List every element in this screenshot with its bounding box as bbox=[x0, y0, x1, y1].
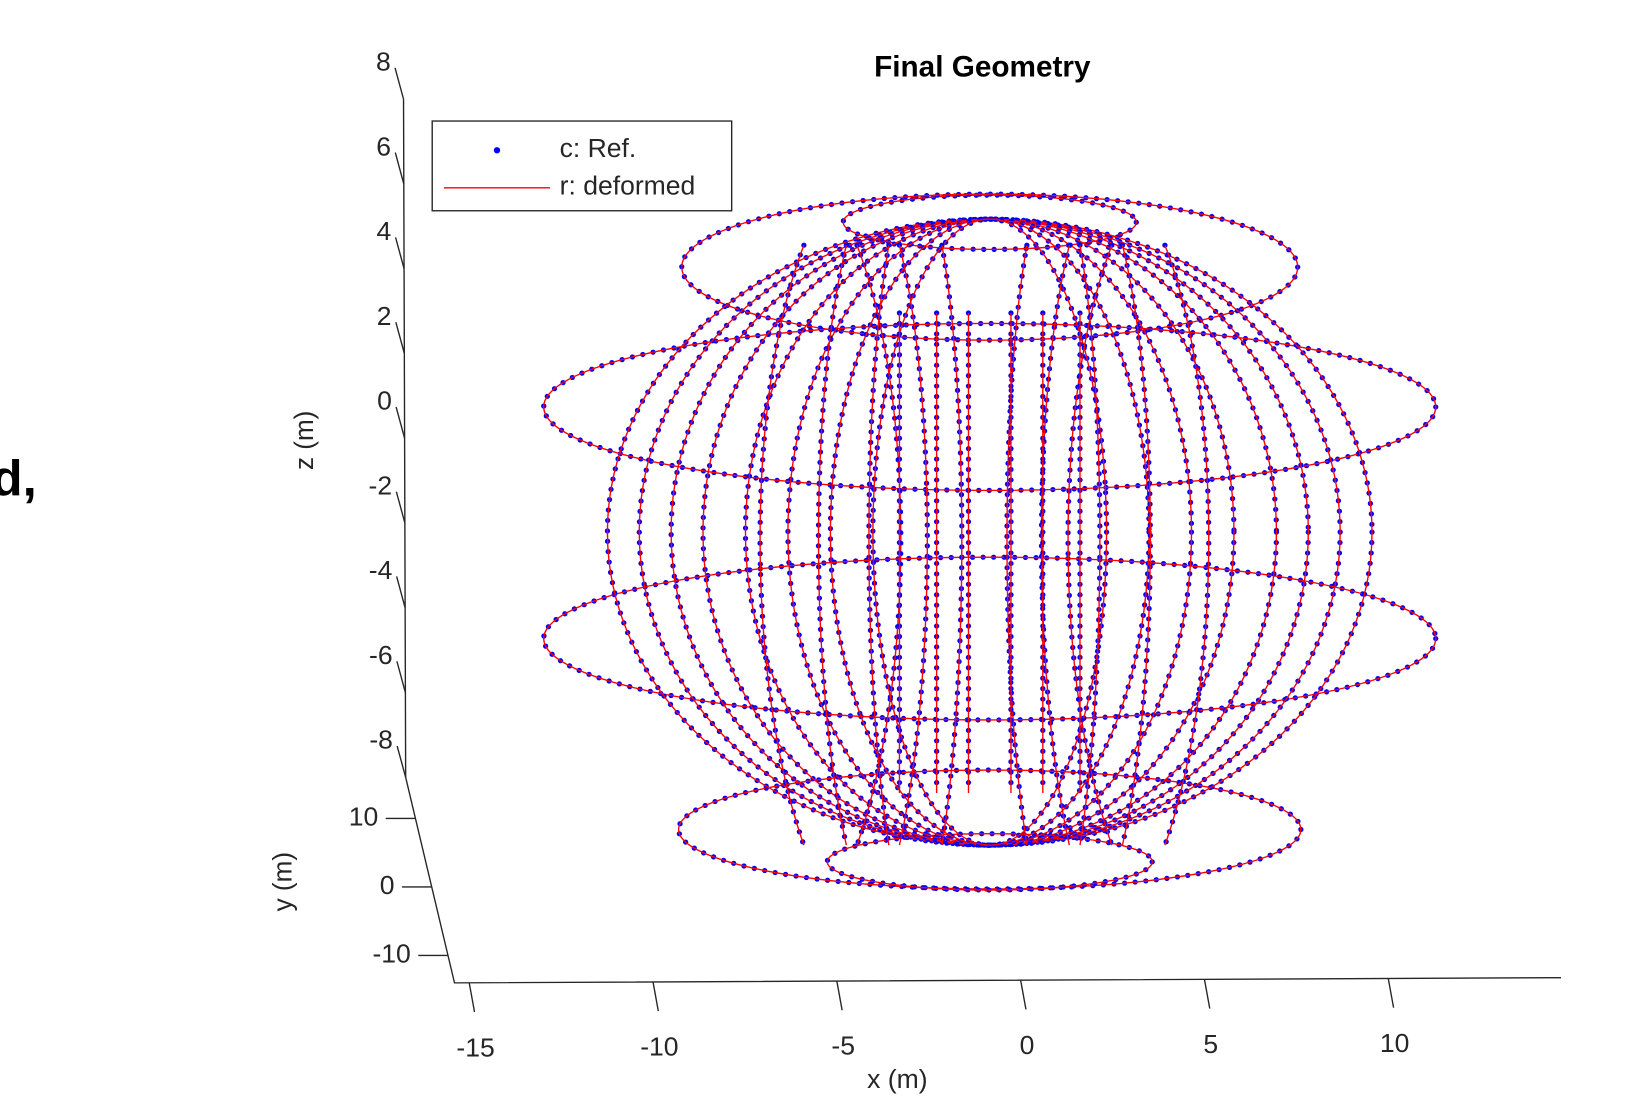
z-tick bbox=[397, 746, 405, 777]
x-tick-label: -5 bbox=[831, 1031, 855, 1061]
z-tick bbox=[395, 68, 403, 99]
coil-ref bbox=[607, 219, 1372, 845]
coil-deformed bbox=[873, 219, 1107, 845]
coil-ref bbox=[788, 219, 1192, 845]
z-tick bbox=[396, 322, 404, 353]
legend-swatch bbox=[494, 147, 500, 153]
x-tick bbox=[1388, 978, 1393, 1007]
z-tick bbox=[395, 153, 403, 184]
side-text: d, bbox=[0, 450, 37, 506]
x-tick-label: 0 bbox=[1020, 1030, 1035, 1060]
y-tick-label: 0 bbox=[380, 870, 395, 900]
x-tick-label: -10 bbox=[640, 1032, 678, 1062]
axis-line bbox=[404, 99, 1562, 983]
y-tick-label: 10 bbox=[349, 802, 379, 832]
coil-deformed bbox=[607, 219, 1372, 845]
z-tick bbox=[397, 576, 405, 607]
legend-label: r: deformed bbox=[560, 171, 696, 201]
z-tick-label: -4 bbox=[369, 555, 393, 585]
x-tick-label: 5 bbox=[1203, 1029, 1218, 1059]
coil-ref bbox=[679, 770, 1301, 889]
z-tick bbox=[396, 492, 404, 523]
coil-ref bbox=[873, 219, 1107, 845]
y-tick-label: -10 bbox=[372, 939, 410, 969]
x-tick bbox=[837, 981, 842, 1010]
z-tick-label: 2 bbox=[377, 301, 392, 331]
z-tick-label: 8 bbox=[376, 47, 391, 77]
y-axis-label: y (m) bbox=[267, 852, 297, 911]
z-axis-label: z (m) bbox=[289, 411, 319, 470]
coil-deformed bbox=[682, 194, 1298, 340]
z-tick bbox=[396, 237, 404, 268]
coil-deformed bbox=[843, 195, 1136, 249]
z-tick-label: 4 bbox=[377, 216, 392, 246]
x-tick-label: 10 bbox=[1380, 1028, 1410, 1058]
chart-title: Final Geometry bbox=[874, 51, 1091, 84]
z-tick-label: 6 bbox=[376, 132, 391, 162]
legend-label: c: Ref. bbox=[560, 133, 637, 163]
x-tick bbox=[469, 983, 474, 1012]
x-tick bbox=[1021, 980, 1026, 1009]
coil-ref bbox=[544, 557, 1436, 720]
geometry bbox=[544, 194, 1436, 890]
z-tick-label: -2 bbox=[369, 471, 393, 501]
coil-ref bbox=[682, 194, 1298, 340]
x-tick bbox=[653, 982, 658, 1011]
x-tick-label: -15 bbox=[456, 1033, 494, 1063]
coil-deformed bbox=[671, 219, 1308, 845]
z-tick bbox=[396, 407, 404, 438]
z-tick-label: -6 bbox=[369, 640, 393, 670]
legend: c: Ref. r: deformed bbox=[432, 121, 731, 211]
z-tick bbox=[397, 661, 405, 692]
chart: d, Final Geometry x (m) y (m) z (m) -8 -6… bbox=[0, 0, 1646, 1106]
x-tick bbox=[1204, 979, 1209, 1008]
coil-deformed bbox=[827, 834, 1152, 890]
z-tick-label: -8 bbox=[369, 725, 393, 755]
coil-ref bbox=[671, 219, 1308, 845]
x-axis-label: x (m) bbox=[867, 1064, 927, 1094]
z-tick-label: 0 bbox=[377, 386, 392, 416]
